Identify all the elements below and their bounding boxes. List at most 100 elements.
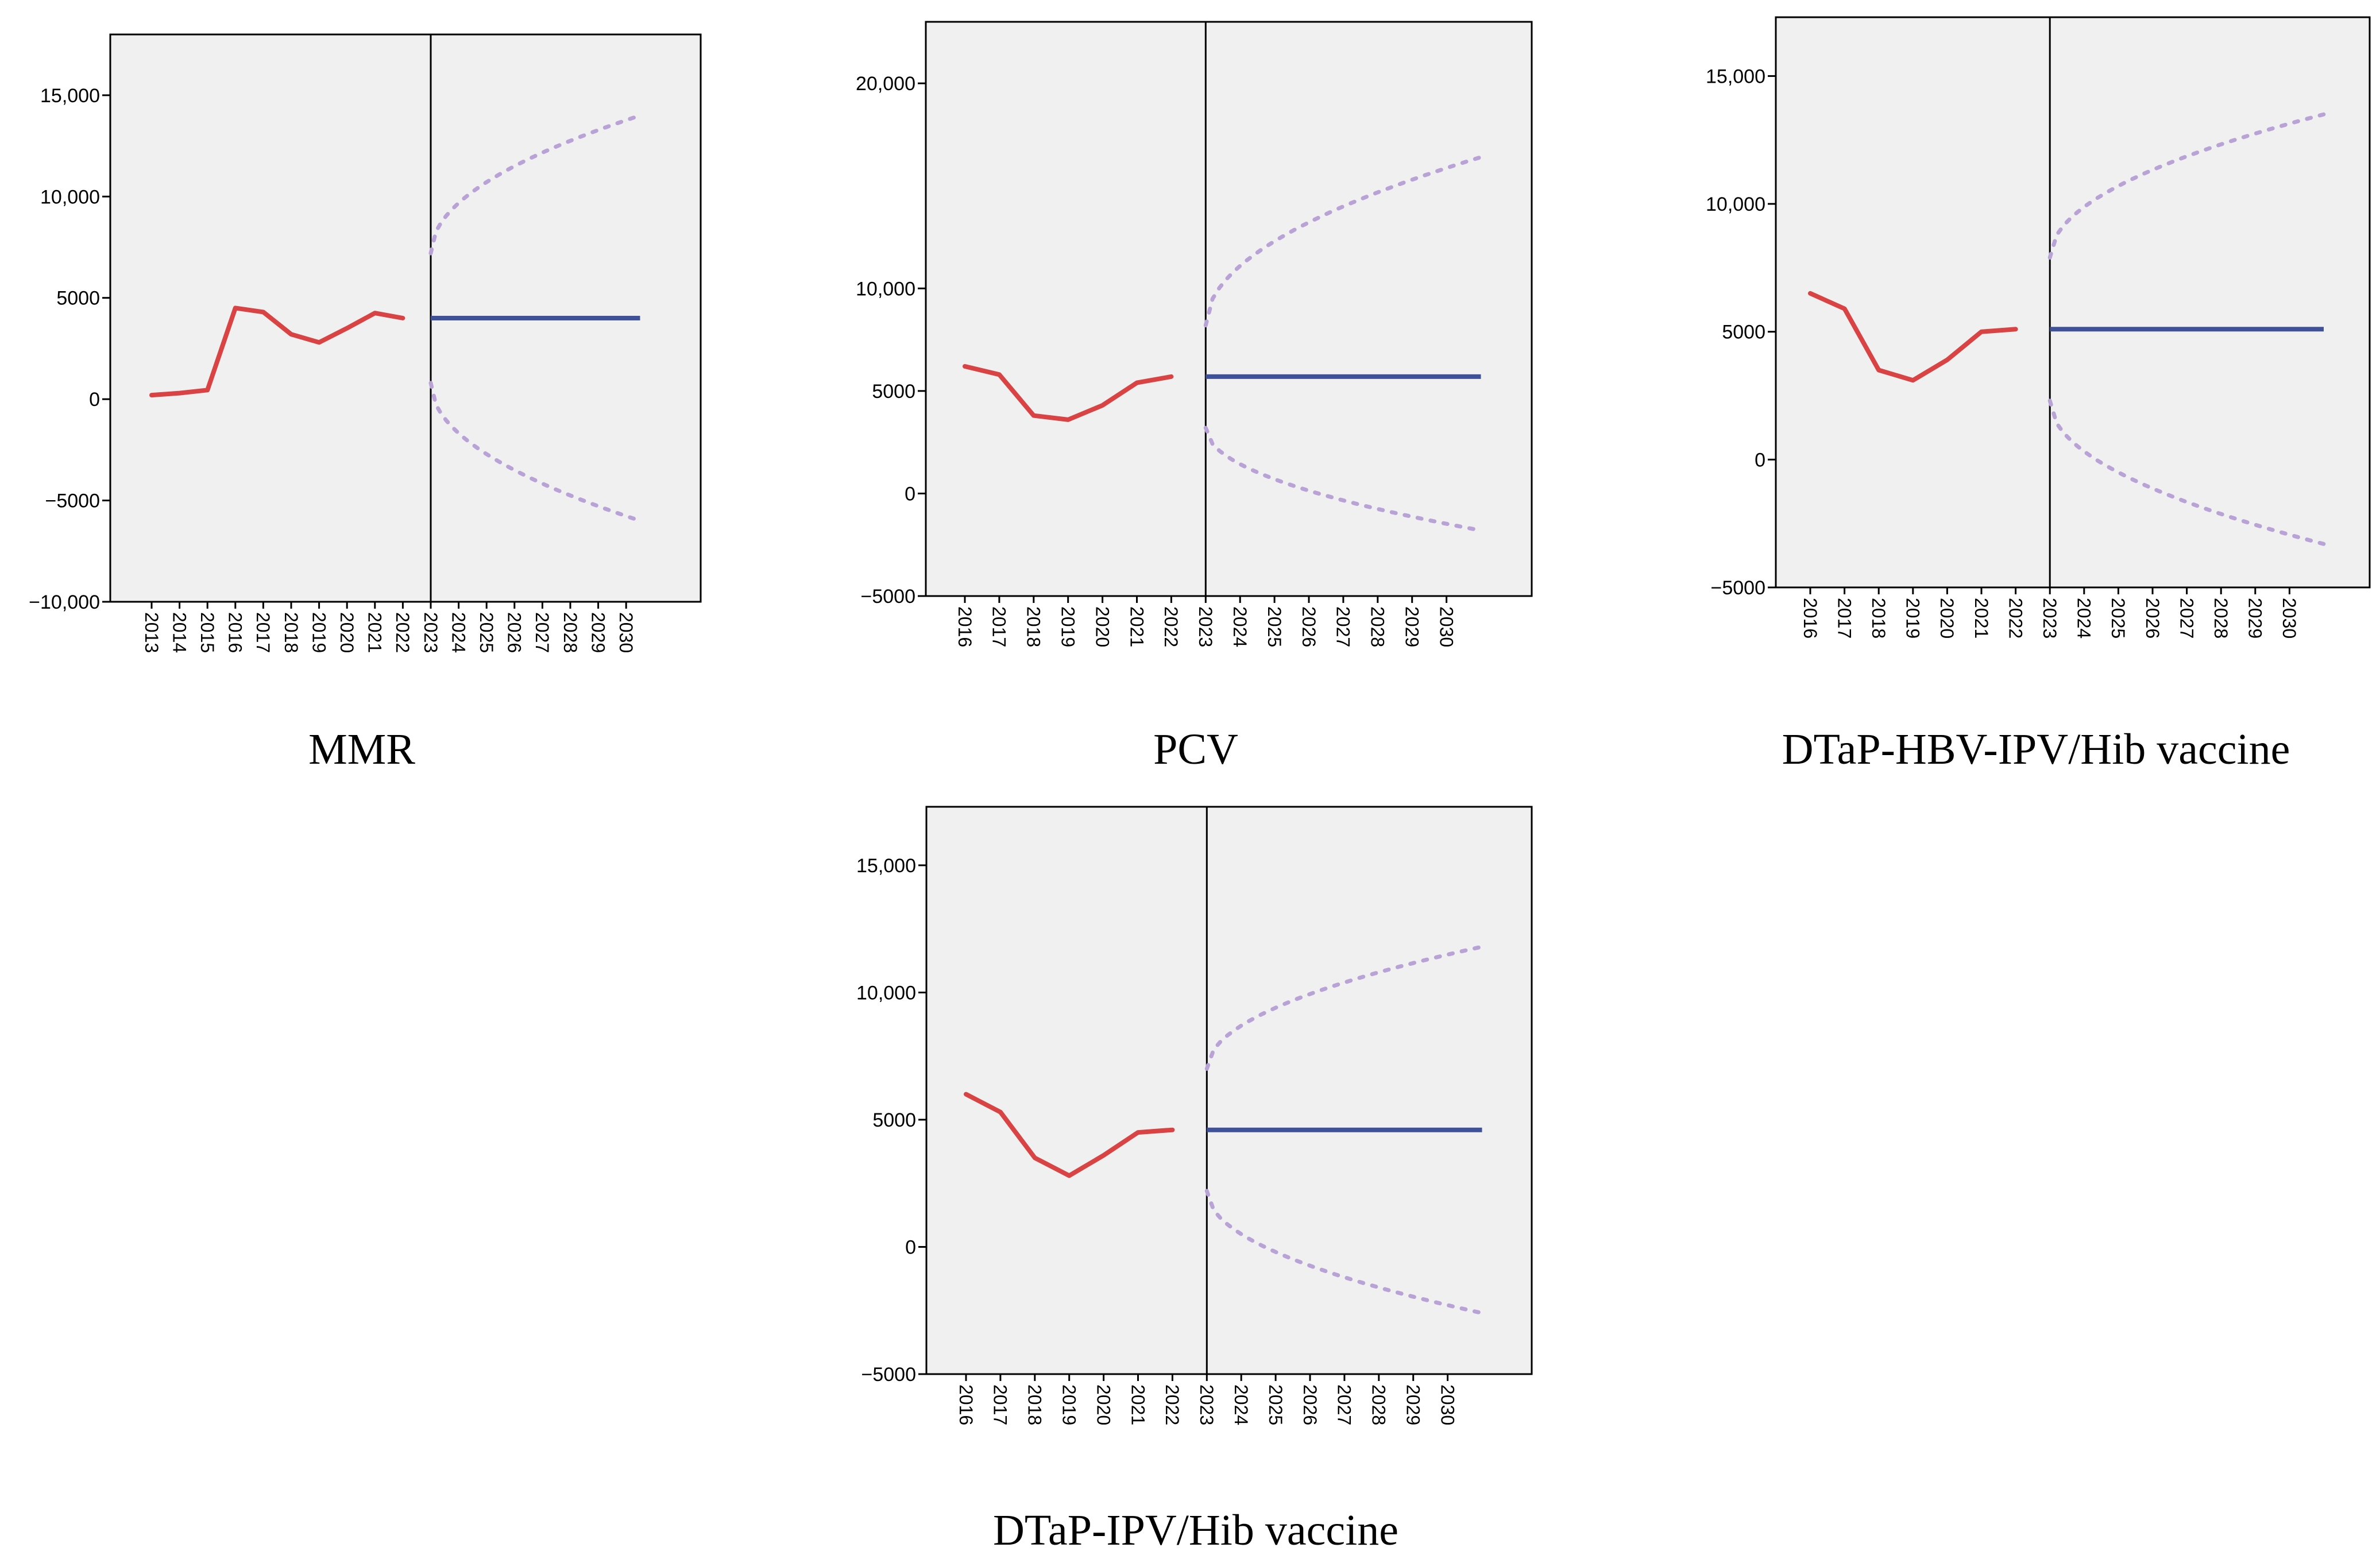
x-tick-label: 2030	[1436, 606, 1456, 647]
x-tick-label: 2027	[532, 612, 552, 653]
observed-series-line	[964, 1092, 1175, 1178]
y-tick-label: 10,000	[40, 186, 100, 208]
x-tick-label: 2024	[1231, 1384, 1251, 1425]
observed-series-line	[149, 305, 405, 398]
x-tick-label: 2021	[1971, 598, 1992, 639]
x-tick-label: 2026	[1299, 606, 1319, 647]
x-tick-label: 2016	[956, 1384, 976, 1425]
y-tick-label: 5000	[1722, 322, 1765, 343]
x-tick-label: 2029	[2245, 598, 2266, 639]
x-tick-label: 2030	[1437, 1384, 1458, 1425]
y-tick-label: −5000	[861, 1364, 917, 1386]
chart-pcv: −5000 0 5000 10,000 20,000 2016 2017 2018 2019 20…	[856, 21, 1533, 773]
y-tick-label: 0	[89, 389, 100, 411]
lower-ci-line	[428, 381, 642, 523]
observed-series-line	[963, 364, 1174, 422]
plot-area	[1775, 16, 2371, 589]
plot-area	[925, 806, 1533, 1375]
x-tick-label: 2017	[253, 612, 273, 653]
chart-dtap-ipv-hib: −5000 0 5000 10,000 15,000 2016 2017 2018 2019 20…	[856, 806, 1533, 1554]
x-tick-label: 2025	[2108, 598, 2128, 639]
x-tick-label: 2025	[476, 612, 497, 653]
x-tick-label: 2025	[1265, 1384, 1286, 1425]
chart-dtap-hbv-ipv-hib: −5000 0 5000 10,000 15,000 2016 2017 2018 2019 20…	[1706, 16, 2371, 773]
chart-caption: PCV	[1153, 725, 1238, 773]
x-tick-label: 2022	[1161, 606, 1181, 647]
x-tick-label: 2023	[1196, 1384, 1217, 1425]
x-tick-label: 2029	[1403, 1384, 1424, 1425]
chart-caption: MMR	[308, 725, 415, 773]
x-tick-label: 2023	[1195, 606, 1216, 647]
lower-ci-line	[1204, 1189, 1484, 1316]
chart-caption: DTaP-HBV-IPV/Hib vaccine	[1782, 725, 2290, 773]
x-tick-label: 2016	[955, 606, 975, 647]
y-tick-label: 15,000	[856, 855, 916, 877]
plot-area	[925, 21, 1533, 597]
y-tick-label: 15,000	[1706, 65, 1765, 87]
x-tick-label: 2024	[448, 612, 469, 653]
x-tick-label: 2029	[588, 612, 608, 653]
x-tick-label: 2020	[1092, 606, 1112, 647]
x-tick-label: 2020	[337, 612, 357, 653]
x-tick-label: 2019	[1059, 1384, 1080, 1425]
observed-series-line	[1808, 291, 2018, 383]
x-tick-label: 2020	[1937, 598, 1957, 639]
x-tick-label: 2019	[308, 612, 329, 653]
x-tick-label: 2021	[365, 612, 385, 653]
x-tick-label: 2026	[1300, 1384, 1320, 1425]
x-tick-label: 2027	[1334, 1384, 1355, 1425]
chart-mmr: −10,000 −5000 0 5000 10,000 15,000 2013 2014 201…	[29, 33, 702, 773]
y-tick-label: 5000	[872, 381, 915, 403]
x-tick-label: 2027	[2176, 598, 2197, 639]
x-tick-label: 2018	[1868, 598, 1889, 639]
y-tick-label: −10,000	[29, 591, 100, 613]
x-tick-label: 2028	[560, 612, 581, 653]
x-tick-label: 2016	[1800, 598, 1821, 639]
y-tick-label: 0	[905, 1236, 916, 1258]
x-tick-label: 2026	[2142, 598, 2163, 639]
x-tick-label: 2028	[2211, 598, 2231, 639]
x-tick-label: 2017	[1834, 598, 1854, 639]
x-tick-label: 2019	[1903, 598, 1923, 639]
x-tick-label: 2026	[504, 612, 525, 653]
y-tick-label: 15,000	[40, 85, 100, 107]
x-tick-label: 2027	[1333, 606, 1354, 647]
x-tick-label: 2018	[1023, 606, 1044, 647]
upper-ci-line	[1203, 155, 1483, 328]
x-tick-label: 2024	[1230, 606, 1250, 647]
chart-caption: DTaP-IPV/Hib vaccine	[993, 1506, 1398, 1554]
y-tick-label: −5000	[1711, 577, 1766, 599]
x-tick-label: 2030	[2279, 598, 2300, 639]
x-tick-label: 2030	[616, 612, 636, 653]
x-tick-label: 2021	[1127, 1384, 1148, 1425]
y-tick-label: 10,000	[1706, 194, 1765, 215]
x-tick-label: 2023	[420, 612, 441, 653]
x-tick-label: 2015	[197, 612, 218, 653]
x-tick-label: 2020	[1093, 1384, 1114, 1425]
y-tick-label: 0	[1755, 449, 1765, 471]
upper-ci-line	[1204, 945, 1484, 1071]
y-tick-label: −5000	[45, 490, 101, 512]
x-tick-label: 2016	[225, 612, 246, 653]
x-tick-label: 2022	[392, 612, 413, 653]
x-tick-label: 2021	[1126, 606, 1147, 647]
x-tick-label: 2022	[1162, 1384, 1183, 1425]
x-tick-label: 2019	[1058, 606, 1079, 647]
x-tick-label: 2023	[2039, 598, 2060, 639]
x-tick-label: 2018	[1025, 1384, 1045, 1425]
y-tick-label: 20,000	[856, 73, 915, 95]
x-tick-label: 2028	[1367, 606, 1388, 647]
upper-ci-line	[428, 113, 642, 256]
lower-ci-line	[1203, 425, 1483, 533]
y-tick-label: 10,000	[856, 278, 915, 300]
y-tick-label: 0	[905, 483, 915, 505]
y-tick-label: 5000	[56, 288, 100, 310]
x-tick-label: 2017	[989, 606, 1010, 647]
x-tick-label: 2022	[2005, 598, 2026, 639]
x-tick-label: 2013	[141, 612, 162, 653]
y-tick-label: 10,000	[856, 982, 916, 1004]
x-tick-label: 2017	[990, 1384, 1011, 1425]
x-tick-label: 2025	[1264, 606, 1285, 647]
x-tick-label: 2024	[2074, 598, 2095, 639]
